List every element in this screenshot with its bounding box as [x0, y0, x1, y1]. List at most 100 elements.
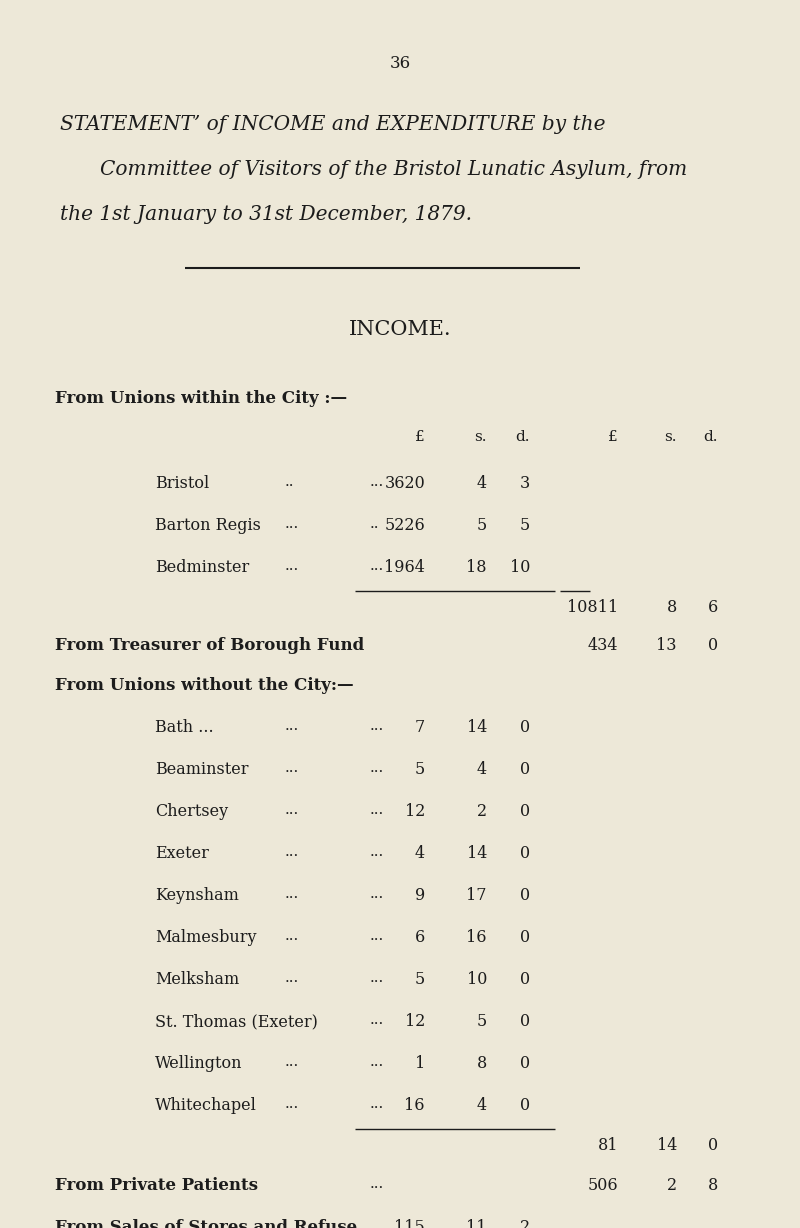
Text: Chertsey: Chertsey	[155, 803, 228, 820]
Text: 0: 0	[708, 637, 718, 655]
Text: 0: 0	[520, 1055, 530, 1072]
Text: 14: 14	[466, 720, 487, 736]
Text: 5: 5	[414, 761, 425, 779]
Text: Exeter: Exeter	[155, 845, 209, 862]
Text: ...: ...	[370, 761, 384, 775]
Text: ...: ...	[285, 887, 299, 901]
Text: ...: ...	[285, 971, 299, 985]
Text: 6: 6	[708, 599, 718, 616]
Text: 8: 8	[708, 1176, 718, 1194]
Text: 16: 16	[466, 930, 487, 946]
Text: Barton Regis: Barton Regis	[155, 517, 261, 534]
Text: 0: 0	[520, 971, 530, 989]
Text: From Sales of Stores and Refuse: From Sales of Stores and Refuse	[55, 1219, 357, 1228]
Text: ...: ...	[285, 761, 299, 775]
Text: 16: 16	[405, 1097, 425, 1114]
Text: 434: 434	[587, 637, 618, 655]
Text: ...: ...	[285, 1055, 299, 1070]
Text: 5: 5	[477, 1013, 487, 1030]
Text: INCOME.: INCOME.	[349, 321, 451, 339]
Text: d.: d.	[515, 430, 530, 445]
Text: 115: 115	[394, 1219, 425, 1228]
Text: 81: 81	[598, 1137, 618, 1154]
Text: 0: 0	[520, 930, 530, 946]
Text: 0: 0	[520, 845, 530, 862]
Text: 3: 3	[520, 475, 530, 492]
Text: Keynsham: Keynsham	[155, 887, 239, 904]
Text: 4: 4	[477, 761, 487, 779]
Text: £: £	[608, 430, 618, 445]
Text: 17: 17	[466, 887, 487, 904]
Text: From Unions without the City:—: From Unions without the City:—	[55, 677, 354, 694]
Text: 0: 0	[520, 803, 530, 820]
Text: 8: 8	[477, 1055, 487, 1072]
Text: From Private Patients: From Private Patients	[55, 1176, 258, 1194]
Text: 10811: 10811	[567, 599, 618, 616]
Text: ...: ...	[285, 559, 299, 573]
Text: ...: ...	[285, 930, 299, 943]
Text: ...: ...	[370, 1055, 384, 1070]
Text: 4: 4	[415, 845, 425, 862]
Text: ...: ...	[285, 1097, 299, 1111]
Text: 13: 13	[657, 637, 677, 655]
Text: 9: 9	[414, 887, 425, 904]
Text: 5: 5	[414, 971, 425, 989]
Text: From Unions within the City :—: From Unions within the City :—	[55, 391, 347, 406]
Text: ..: ..	[285, 475, 294, 489]
Text: 0: 0	[520, 761, 530, 779]
Text: 36: 36	[390, 55, 410, 72]
Text: ...: ...	[370, 1097, 384, 1111]
Text: ...: ...	[370, 720, 384, 733]
Text: 0: 0	[708, 1137, 718, 1154]
Text: 506: 506	[587, 1176, 618, 1194]
Text: 2: 2	[477, 803, 487, 820]
Text: ...: ...	[370, 1013, 384, 1027]
Text: 10: 10	[466, 971, 487, 989]
Text: Beaminster: Beaminster	[155, 761, 249, 779]
Text: 18: 18	[466, 559, 487, 576]
Text: ...: ...	[370, 559, 384, 573]
Text: ...: ...	[370, 803, 384, 817]
Text: ...: ...	[370, 1176, 384, 1191]
Text: ...: ...	[285, 517, 299, 530]
Text: Committee of Visitors of the Bristol Lunatic Asylum, from: Committee of Visitors of the Bristol Lun…	[100, 160, 687, 179]
Text: ...: ...	[370, 475, 384, 489]
Text: Wellington: Wellington	[155, 1055, 242, 1072]
Text: 11: 11	[466, 1219, 487, 1228]
Text: 6: 6	[414, 930, 425, 946]
Text: 0: 0	[520, 1097, 530, 1114]
Text: ...: ...	[370, 845, 384, 860]
Text: ...: ...	[285, 803, 299, 817]
Text: 7: 7	[414, 720, 425, 736]
Text: 10: 10	[510, 559, 530, 576]
Text: 0: 0	[520, 720, 530, 736]
Text: 4: 4	[477, 475, 487, 492]
Text: 14: 14	[466, 845, 487, 862]
Text: St. Thomas (Exeter): St. Thomas (Exeter)	[155, 1013, 318, 1030]
Text: Whitechapel: Whitechapel	[155, 1097, 257, 1114]
Text: 14: 14	[657, 1137, 677, 1154]
Text: ...: ...	[370, 887, 384, 901]
Text: Melksham: Melksham	[155, 971, 239, 989]
Text: 1: 1	[414, 1055, 425, 1072]
Text: £: £	[415, 430, 425, 445]
Text: Bristol: Bristol	[155, 475, 210, 492]
Text: 8: 8	[666, 599, 677, 616]
Text: 5: 5	[477, 517, 487, 534]
Text: 1964: 1964	[384, 559, 425, 576]
Text: 2: 2	[520, 1219, 530, 1228]
Text: ...: ...	[285, 720, 299, 733]
Text: STATEMENT’ of INCOME and EXPENDITURE by the: STATEMENT’ of INCOME and EXPENDITURE by …	[60, 115, 606, 134]
Text: Malmesbury: Malmesbury	[155, 930, 257, 946]
Text: ...: ...	[285, 845, 299, 860]
Text: d.: d.	[703, 430, 718, 445]
Text: 12: 12	[405, 803, 425, 820]
Text: 12: 12	[405, 1013, 425, 1030]
Text: ..: ..	[370, 517, 379, 530]
Text: 5226: 5226	[384, 517, 425, 534]
Text: Bedminster: Bedminster	[155, 559, 250, 576]
Text: s.: s.	[665, 430, 677, 445]
Text: 2: 2	[667, 1176, 677, 1194]
Text: 3620: 3620	[384, 475, 425, 492]
Text: 5: 5	[520, 517, 530, 534]
